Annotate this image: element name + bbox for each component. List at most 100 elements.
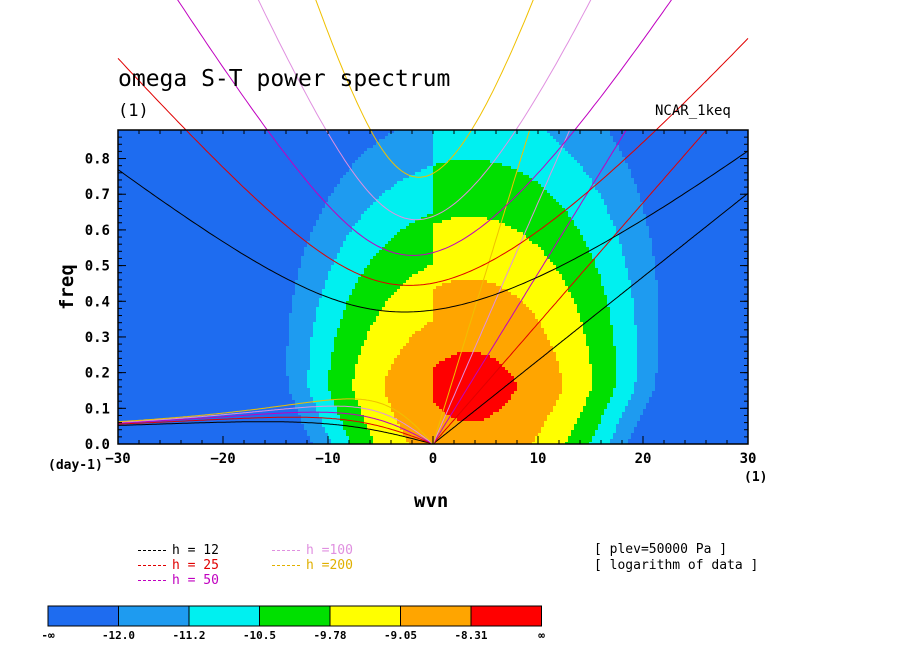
contour-cell bbox=[610, 133, 614, 137]
contour-cell bbox=[211, 151, 215, 155]
contour-cell bbox=[142, 196, 146, 200]
contour-cell bbox=[607, 163, 611, 167]
contour-cell bbox=[625, 172, 629, 176]
contour-cell bbox=[331, 190, 335, 194]
contour-cell bbox=[625, 145, 629, 149]
contour-cell bbox=[145, 133, 149, 137]
contour-cell bbox=[214, 172, 218, 176]
contour-cell bbox=[367, 142, 371, 146]
contour-cell bbox=[403, 130, 407, 134]
contour-cell bbox=[157, 181, 161, 185]
contour-cell bbox=[529, 175, 533, 179]
contour-cell bbox=[643, 151, 647, 155]
contour-cell bbox=[343, 169, 347, 173]
contour-cell bbox=[268, 145, 272, 149]
contour-cell bbox=[676, 190, 680, 194]
contour-cell bbox=[421, 163, 425, 167]
contour-cell bbox=[541, 139, 545, 143]
contour-cell bbox=[727, 181, 731, 185]
contour-cell bbox=[643, 160, 647, 164]
contour-cell bbox=[649, 154, 653, 158]
contour-cell bbox=[196, 175, 200, 179]
contour-cell bbox=[496, 196, 500, 200]
contour-cell bbox=[661, 181, 665, 185]
contour-cell bbox=[220, 136, 224, 140]
contour-cell bbox=[610, 163, 614, 167]
contour-cell bbox=[286, 169, 290, 173]
contour-cell bbox=[181, 175, 185, 179]
contour-cell bbox=[229, 190, 233, 194]
contour-cell bbox=[430, 133, 434, 137]
contour-cell bbox=[499, 178, 503, 182]
contour-cell bbox=[574, 133, 578, 137]
contour-cell bbox=[712, 139, 716, 143]
contour-cell bbox=[646, 184, 650, 188]
contour-cell bbox=[136, 193, 140, 197]
contour-cell bbox=[589, 193, 593, 197]
contour-cell bbox=[124, 166, 128, 170]
contour-cell bbox=[364, 193, 368, 197]
contour-cell bbox=[649, 130, 653, 134]
contour-cell bbox=[334, 151, 338, 155]
contour-cell bbox=[397, 151, 401, 155]
contour-cell bbox=[724, 175, 728, 179]
contour-cell bbox=[724, 166, 728, 170]
contour-cell bbox=[259, 187, 263, 191]
contour-cell bbox=[316, 169, 320, 173]
contour-cell bbox=[181, 139, 185, 143]
contour-cell bbox=[583, 166, 587, 170]
contour-cell bbox=[511, 166, 515, 170]
contour-cell bbox=[124, 199, 128, 203]
contour-cell bbox=[544, 193, 548, 197]
contour-cell bbox=[496, 142, 500, 146]
contour-cell bbox=[229, 130, 233, 134]
contour-cell bbox=[256, 175, 260, 179]
contour-cell bbox=[535, 196, 539, 200]
contour-cell bbox=[499, 190, 503, 194]
contour-cell bbox=[379, 196, 383, 200]
contour-cell bbox=[424, 160, 428, 164]
contour-cell bbox=[745, 184, 748, 188]
contour-cell bbox=[709, 178, 713, 182]
contour-cell bbox=[355, 139, 359, 143]
contour-cell bbox=[283, 193, 287, 197]
contour-cell bbox=[235, 193, 239, 197]
contour-cell bbox=[169, 196, 173, 200]
contour-cell bbox=[649, 142, 653, 146]
contour-cell bbox=[373, 148, 377, 152]
contour-cell bbox=[460, 172, 464, 176]
contour-cell bbox=[349, 154, 353, 158]
contour-cell bbox=[454, 172, 458, 176]
contour-cell bbox=[331, 169, 335, 173]
contour-cell bbox=[280, 181, 284, 185]
contour-cell bbox=[457, 187, 461, 191]
contour-cell bbox=[469, 181, 473, 185]
contour-cell bbox=[610, 136, 614, 140]
contour-cell bbox=[289, 193, 293, 197]
contour-cell bbox=[670, 193, 674, 197]
contour-cell bbox=[199, 151, 203, 155]
contour-cell bbox=[397, 175, 401, 179]
contour-cell bbox=[703, 175, 707, 179]
contour-cell bbox=[448, 184, 452, 188]
contour-cell bbox=[547, 160, 551, 164]
contour-cell bbox=[730, 139, 734, 143]
contour-cell bbox=[646, 193, 650, 197]
contour-cell bbox=[733, 160, 737, 164]
contour-cell bbox=[412, 163, 416, 167]
contour-cell bbox=[145, 145, 149, 149]
contour-cell bbox=[709, 139, 713, 143]
contour-cell bbox=[508, 166, 512, 170]
contour-cell bbox=[577, 142, 581, 146]
contour-cell bbox=[685, 181, 689, 185]
contour-cell bbox=[559, 163, 563, 167]
contour-cell bbox=[211, 187, 215, 191]
contour-cell bbox=[151, 151, 155, 155]
contour-cell bbox=[595, 169, 599, 173]
contour-cell bbox=[331, 166, 335, 170]
contour-cell bbox=[739, 148, 743, 152]
contour-cell bbox=[607, 196, 611, 200]
contour-cell bbox=[355, 184, 359, 188]
contour-cell bbox=[235, 136, 239, 140]
contour-cell bbox=[550, 187, 554, 191]
